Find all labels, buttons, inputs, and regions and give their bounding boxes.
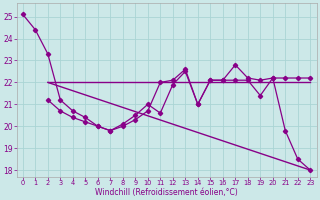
X-axis label: Windchill (Refroidissement éolien,°C): Windchill (Refroidissement éolien,°C)	[95, 188, 238, 197]
